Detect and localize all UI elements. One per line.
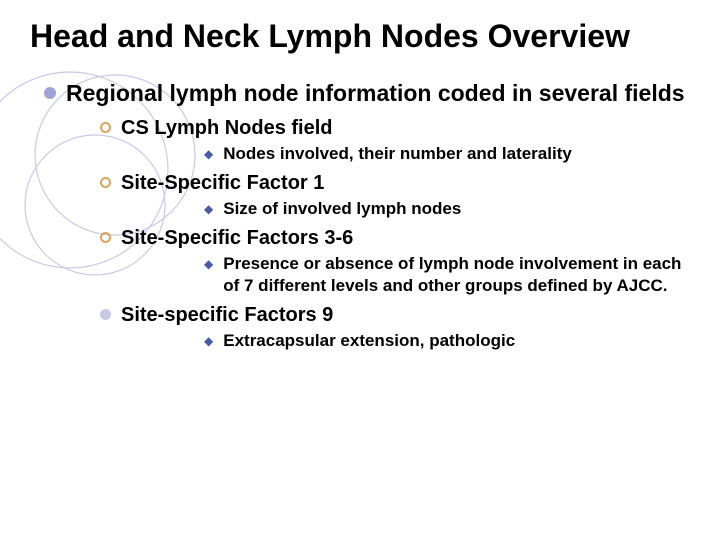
level2-text: Site-Specific Factor 1 xyxy=(121,171,324,196)
level3-text: Presence or absence of lymph node involv… xyxy=(223,253,690,297)
slide-title: Head and Neck Lymph Nodes Overview xyxy=(30,18,690,55)
level2-item: Site-specific Factors 9 xyxy=(100,303,690,328)
diamond-bullet-icon: ◆ xyxy=(204,148,213,160)
level2-text: Site-specific Factors 9 xyxy=(121,303,333,328)
level3-text: Nodes involved, their number and lateral… xyxy=(223,143,572,165)
diamond-bullet-icon: ◆ xyxy=(204,258,213,270)
level1-item: Regional lymph node information coded in… xyxy=(44,79,690,352)
open-circle-bullet-icon xyxy=(100,122,111,133)
level3-item: ◆ Presence or absence of lymph node invol… xyxy=(204,253,690,297)
filled-circle-bullet-icon xyxy=(100,309,111,320)
level2-text: Site-Specific Factors 3-6 xyxy=(121,226,353,251)
level2-item: Site-Specific Factors 3-6 xyxy=(100,226,690,251)
level2-list: CS Lymph Nodes field ◆ Nodes involved, the… xyxy=(100,116,690,352)
level3-item: ◆ Extracapsular extension, pathologic xyxy=(204,330,690,352)
open-circle-bullet-icon xyxy=(100,232,111,243)
slide-content: Head and Neck Lymph Nodes Overview Regio… xyxy=(0,0,720,384)
level3-text: Size of involved lymph nodes xyxy=(223,198,461,220)
level2-item: CS Lymph Nodes field xyxy=(100,116,690,141)
level3-text: Extracapsular extension, pathologic xyxy=(223,330,515,352)
open-circle-bullet-icon xyxy=(100,177,111,188)
disc-bullet-icon xyxy=(44,87,56,99)
level3-item: ◆ Size of involved lymph nodes xyxy=(204,198,690,220)
diamond-bullet-icon: ◆ xyxy=(204,335,213,347)
level2-item: Site-Specific Factor 1 xyxy=(100,171,690,196)
diamond-bullet-icon: ◆ xyxy=(204,203,213,215)
level3-item: ◆ Nodes involved, their number and latera… xyxy=(204,143,690,165)
level1-text: Regional lymph node information coded in… xyxy=(66,79,685,108)
level2-text: CS Lymph Nodes field xyxy=(121,116,333,141)
